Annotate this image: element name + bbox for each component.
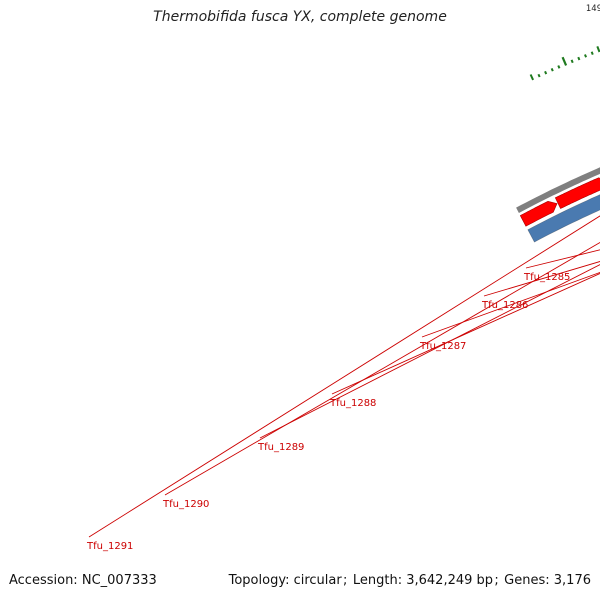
scale-tick [550, 68, 554, 72]
cds-arrow [554, 177, 600, 209]
scale-tick [590, 51, 594, 55]
scale-tick [529, 74, 535, 81]
gene-label-tfu-1288: Tfu_1288 [329, 398, 376, 409]
genes-value: 3,176 [553, 573, 591, 588]
gene-label-tfu-1291: Tfu_1291 [86, 541, 133, 552]
cds-arrow [519, 200, 558, 227]
gene-track [527, 194, 600, 243]
accession-label: Accession: [9, 573, 78, 588]
scale-tick [584, 54, 588, 58]
gene-bar-tfu-1291 [527, 194, 600, 243]
cds-track [519, 177, 600, 227]
scale-tick [557, 65, 561, 69]
gene-label-tfu-1286: Tfu_1286 [481, 300, 528, 311]
scale-tick [544, 70, 548, 75]
outer-scale-ticks [529, 46, 600, 81]
length-label: Length: [352, 573, 403, 588]
genome-summary: Topology: circular; Length: 3,642,249 bp… [228, 573, 591, 588]
scale-labels: 1490 kbp1491 kbp1492 kbp1493 kbp1494 kbp… [586, 4, 600, 14]
scale-tick [577, 56, 581, 61]
topology-value: circular [293, 573, 342, 588]
gene-callout-line [259, 264, 600, 439]
map-title: Thermobifida fusca YX, complete genome [153, 9, 447, 25]
gene-label-tfu-1290: Tfu_1290 [162, 499, 209, 510]
scale-tick [596, 46, 600, 53]
scale-tick [561, 56, 568, 66]
length-value: 3,642,249 bp [406, 573, 494, 588]
gene-callout-line [164, 241, 600, 496]
gene-label-tfu-1289: Tfu_1289 [257, 442, 304, 453]
gene-callout-line [88, 215, 600, 538]
gene-callout-line [483, 260, 600, 297]
gene-callout-line [421, 271, 600, 338]
gene-callout-line [331, 273, 600, 395]
genes-label: Genes: [504, 573, 550, 588]
accession-info: Accession: NC_007333 [9, 573, 157, 588]
topology-label: Topology: [228, 573, 290, 588]
accession-value: NC_007333 [81, 573, 157, 588]
scale-tick [570, 59, 574, 64]
scale-tick [537, 73, 541, 78]
gene-labels: Tfu_1285Tfu_1286Tfu_1287Tfu_1288Tfu_1289… [86, 215, 600, 552]
gene-label-tfu-1287: Tfu_1287 [419, 341, 466, 352]
scale-label: 1498 kbp [586, 4, 600, 14]
